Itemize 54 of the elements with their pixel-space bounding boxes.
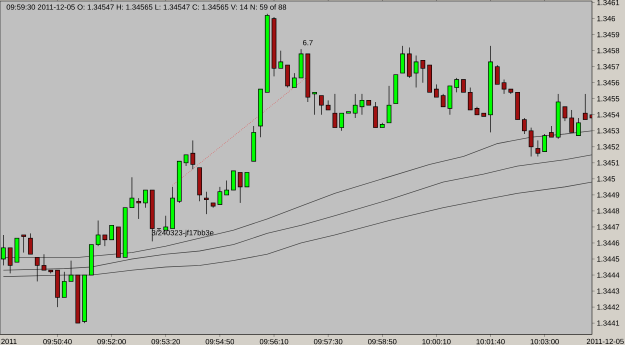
- candlestick: [312, 92, 317, 116]
- candlestick: [285, 64, 290, 88]
- line-series: [3, 182, 592, 277]
- candlestick: [434, 84, 439, 98]
- candlestick: [468, 87, 473, 110]
- candlestick: [414, 55, 418, 88]
- candlestick: [143, 190, 148, 208]
- candlestick: [542, 134, 548, 152]
- candlestick: [549, 126, 554, 138]
- candlestick: [326, 100, 331, 110]
- candlestick: [562, 106, 568, 122]
- candlestick: [184, 154, 188, 166]
- candlestick: [448, 86, 452, 116]
- candlestick: [339, 112, 344, 132]
- candlestick: [109, 225, 114, 240]
- candlestick: [163, 215, 168, 230]
- candlestick: [42, 254, 46, 271]
- candlestick: [528, 127, 534, 157]
- candlestick: [461, 79, 466, 93]
- candlestick: [62, 271, 67, 298]
- candlestick: [28, 233, 33, 255]
- candlestick: [278, 50, 284, 69]
- candlestick: [420, 60, 426, 84]
- candlestick: [582, 94, 588, 120]
- candlestick: [360, 94, 364, 116]
- candlestick: [454, 78, 460, 93]
- candlestick: [576, 118, 581, 136]
- candlestick: [502, 79, 506, 94]
- candlestick: [34, 257, 40, 282]
- candlestick: [319, 95, 324, 116]
- candlestick: [352, 94, 358, 118]
- candlestick: [386, 86, 392, 124]
- candlestick: [231, 170, 236, 190]
- candlestick: [68, 260, 74, 282]
- line-series: [3, 154, 592, 271]
- candlestick: [536, 140, 540, 157]
- candlestick: [102, 234, 108, 247]
- candlestick: [292, 72, 297, 88]
- candlestick: [218, 186, 222, 205]
- candlestick: [21, 234, 26, 253]
- candlestick: [238, 172, 243, 204]
- candlestick: [130, 176, 134, 208]
- candlestick: [373, 102, 378, 128]
- candlestick: [400, 46, 405, 74]
- candlestick: [8, 247, 13, 274]
- candlestick: [190, 140, 196, 170]
- candlestick: [96, 220, 100, 247]
- candlestick: [522, 118, 527, 134]
- candlestick: [244, 172, 250, 188]
- candlestick: [332, 94, 338, 128]
- candlestick: [406, 47, 412, 78]
- candlestick: [494, 64, 500, 85]
- candlestick: [440, 94, 446, 108]
- candlestick: [569, 110, 574, 133]
